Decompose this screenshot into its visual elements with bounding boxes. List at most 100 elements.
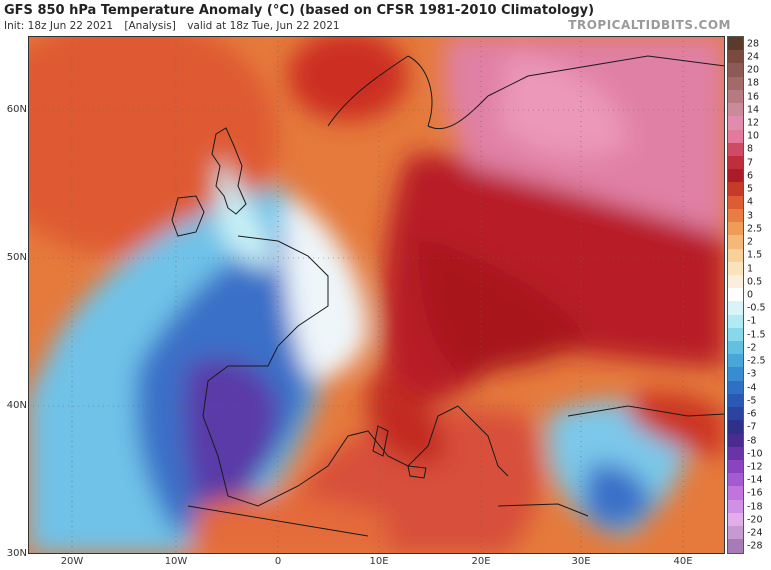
colorbar-swatch	[728, 512, 743, 527]
colorbar-swatch	[728, 76, 743, 90]
colorbar-swatch	[728, 486, 743, 500]
colorbar-label: 0.5	[747, 276, 763, 288]
lon-label-0: 0	[274, 556, 282, 567]
colorbar-swatch	[728, 89, 743, 104]
colorbar-label: -3	[747, 368, 757, 380]
colorbar-label: 5	[747, 183, 754, 195]
lon-label-10e: 10E	[369, 556, 389, 567]
colorbar-swatch	[728, 103, 743, 117]
colorbar-swatch	[728, 327, 743, 342]
colorbar-label: 1.5	[747, 249, 763, 261]
colorbar-label: 8	[747, 143, 754, 155]
colorbar-swatch	[728, 37, 743, 51]
analysis-tag: [Analysis]	[124, 20, 176, 32]
init-time: Init: 18z Jun 22 2021	[4, 20, 114, 32]
anomaly-fill	[28, 36, 725, 554]
colorbar-label: -8	[747, 435, 757, 447]
colorbar-label: 16	[747, 91, 760, 103]
colorbar-label: 4	[747, 196, 754, 208]
colorbar-swatch	[728, 314, 743, 328]
colorbar-swatch	[728, 341, 743, 355]
colorbar-swatch	[728, 433, 743, 447]
colorbar-swatch	[728, 208, 743, 223]
colorbar-label: 3	[747, 210, 754, 222]
colorbar-label: 28	[747, 38, 760, 50]
colorbar-label: 12	[747, 117, 760, 129]
lat-label-60n: 60N	[6, 104, 27, 115]
colorbar-swatch	[728, 261, 743, 275]
colorbar-label: 2	[747, 236, 754, 248]
colorbar-label: -10	[747, 448, 763, 460]
graticule	[28, 36, 725, 554]
colorbar-label: 2.5	[747, 223, 763, 235]
colorbar-label: 24	[747, 51, 760, 63]
colorbar-swatch	[728, 407, 743, 421]
colorbar-label: 20	[747, 64, 760, 76]
colorbar-swatch	[728, 116, 743, 130]
site-brand: TROPICALTIDBITS.COM	[568, 18, 731, 32]
colorbar-label: -28	[747, 540, 763, 552]
colorbar-swatch	[728, 63, 743, 77]
colorbar-swatch	[728, 526, 743, 540]
coastlines	[171, 55, 725, 537]
colorbar-swatch	[728, 473, 743, 487]
colorbar	[727, 36, 744, 554]
colorbar-label: -20	[747, 514, 763, 526]
colorbar-swatch	[728, 499, 743, 513]
colorbar-label: -1	[747, 315, 757, 327]
lon-label-40e: 40E	[673, 556, 693, 567]
colorbar-label: 14	[747, 104, 760, 116]
colorbar-swatch	[728, 354, 743, 368]
colorbar-label: 0	[747, 289, 754, 301]
colorbar-swatch	[728, 446, 743, 460]
lat-label-40n: 40N	[6, 400, 27, 411]
colorbar-label: -18	[747, 501, 763, 513]
colorbar-swatch	[728, 301, 743, 315]
colorbar-label: 18	[747, 77, 760, 89]
colorbar-swatch	[728, 393, 743, 408]
colorbar-label: 6	[747, 170, 754, 182]
colorbar-label: -24	[747, 527, 763, 539]
map-header: GFS 850 hPa Temperature Anomaly (°C) (ba…	[0, 0, 771, 36]
colorbar-label: -2	[747, 342, 757, 354]
colorbar-swatch	[728, 460, 743, 474]
colorbar-label: -0.5	[747, 302, 766, 314]
colorbar-swatch	[728, 50, 743, 64]
lat-label-50n: 50N	[6, 252, 27, 263]
colorbar-swatch	[728, 142, 743, 156]
colorbar-swatch	[728, 248, 743, 262]
colorbar-swatch	[728, 367, 743, 381]
colorbar-label: -5	[747, 395, 757, 407]
colorbar-swatch	[728, 182, 743, 196]
colorbar-label: -2.5	[747, 355, 766, 367]
colorbar-label: -1.5	[747, 329, 766, 341]
lat-label-30n: 30N	[6, 548, 27, 559]
colorbar-label: 1	[747, 263, 754, 275]
colorbar-swatch	[728, 169, 743, 183]
valid-time: valid at 18z Tue, Jun 22 2021	[187, 20, 340, 32]
lon-label-20w: 20W	[60, 556, 84, 567]
map-title: GFS 850 hPa Temperature Anomaly (°C) (ba…	[4, 3, 595, 18]
lon-label-10w: 10W	[164, 556, 188, 567]
lon-label-20e: 20E	[471, 556, 491, 567]
colorbar-swatch	[728, 288, 743, 302]
colorbar-label: -7	[747, 421, 757, 433]
colorbar-swatch	[728, 155, 743, 170]
map-subtitle: Init: 18z Jun 22 2021 [Analysis] valid a…	[4, 20, 348, 32]
colorbar-label: -4	[747, 382, 757, 394]
colorbar-swatch	[728, 195, 743, 209]
colorbar-label: -6	[747, 408, 757, 420]
colorbar-swatch	[728, 420, 743, 434]
colorbar-label: -14	[747, 474, 763, 486]
colorbar-swatch	[728, 235, 743, 249]
colorbar-label: 7	[747, 157, 754, 169]
colorbar-swatch	[728, 539, 743, 553]
colorbar-swatch	[728, 380, 743, 394]
colorbar-label: 10	[747, 130, 760, 142]
colorbar-swatch	[728, 274, 743, 289]
colorbar-label: -16	[747, 487, 763, 499]
anomaly-map	[28, 36, 725, 554]
colorbar-swatch	[728, 129, 743, 143]
colorbar-swatch	[728, 222, 743, 236]
colorbar-label: -12	[747, 461, 763, 473]
